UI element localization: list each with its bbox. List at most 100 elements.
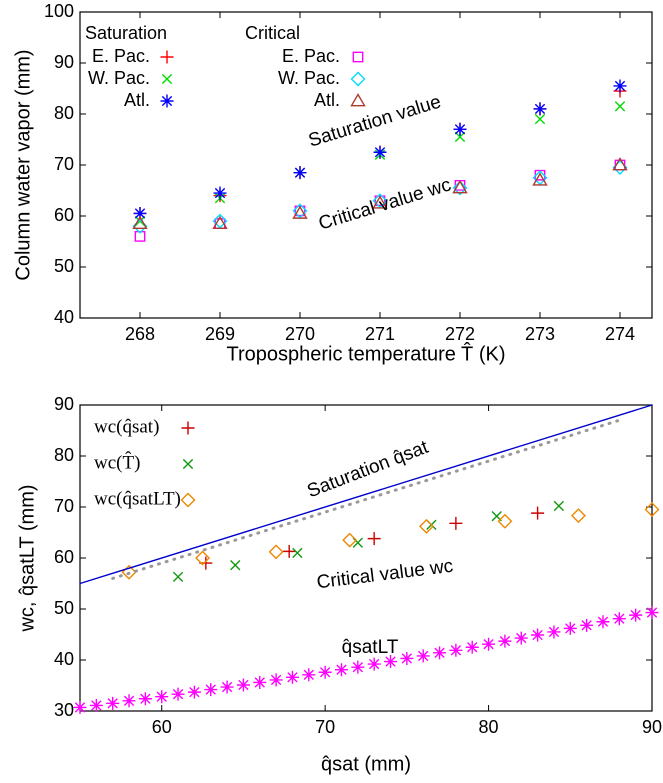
data-point xyxy=(230,559,241,571)
data-point xyxy=(342,532,358,548)
y-tick-label: 40 xyxy=(54,307,74,327)
y-tick-label: 80 xyxy=(54,445,74,465)
data-point xyxy=(453,122,467,136)
data-point xyxy=(132,215,148,230)
data-point xyxy=(547,625,561,639)
legend-marker xyxy=(181,421,195,435)
x-tick-label: 271 xyxy=(365,324,395,344)
legend-marker xyxy=(160,94,174,108)
x-tick-label: 80 xyxy=(479,717,499,737)
data-point xyxy=(372,195,388,209)
data-point xyxy=(106,696,120,710)
legend-marker xyxy=(350,93,366,107)
data-point xyxy=(220,680,234,694)
legend-marker xyxy=(160,50,174,64)
data-point xyxy=(497,513,513,529)
y-tick-label: 80 xyxy=(54,103,74,123)
data-point xyxy=(269,673,283,687)
data-point xyxy=(138,692,152,706)
x-tick-label: 268 xyxy=(125,324,155,344)
data-point xyxy=(171,687,185,701)
x-axis-label: q̂sat (mm) xyxy=(321,753,411,775)
x-tick-label: 273 xyxy=(525,324,555,344)
data-point xyxy=(580,618,594,632)
data-point xyxy=(452,180,468,194)
data-point xyxy=(532,170,548,186)
data-point xyxy=(613,79,627,93)
legend-label: wc(q̂sat) xyxy=(94,416,159,437)
data-point xyxy=(285,670,299,684)
data-point xyxy=(155,690,169,704)
x-tick-label: 274 xyxy=(605,324,635,344)
data-point xyxy=(384,655,398,669)
data-point xyxy=(213,186,227,200)
y-tick-label: 70 xyxy=(54,154,74,174)
data-point xyxy=(531,628,545,642)
data-point xyxy=(292,203,308,219)
series-line xyxy=(79,404,653,585)
data-point xyxy=(416,649,430,663)
data-point xyxy=(570,508,586,524)
data-point xyxy=(172,571,184,583)
legend-marker xyxy=(182,458,194,470)
annotation: Critical value wc xyxy=(316,174,453,234)
data-point xyxy=(334,663,348,677)
legend-label: wc(q̂satLT) xyxy=(94,488,181,509)
data-point xyxy=(268,544,284,560)
data-point xyxy=(400,651,414,665)
data-point xyxy=(253,675,267,689)
data-point xyxy=(292,205,308,219)
x-axis-label: Tropospheric temperature T̂ (K) xyxy=(227,342,506,365)
data-point xyxy=(465,640,479,654)
legend-label: E. Pac. xyxy=(282,46,340,66)
legend-label: W. Pac. xyxy=(88,68,150,88)
data-point xyxy=(134,215,146,227)
data-point xyxy=(292,547,303,559)
data-point xyxy=(644,502,660,518)
data-point xyxy=(563,621,577,635)
legend-label: W. Pac. xyxy=(278,68,340,88)
data-point xyxy=(482,637,496,651)
x-tick-label: 60 xyxy=(152,717,172,737)
y-tick-label: 60 xyxy=(54,205,74,225)
plot-frame xyxy=(79,404,653,712)
y-tick-label: 70 xyxy=(54,496,74,516)
x-tick-label: 70 xyxy=(315,717,335,737)
y-tick-label: 90 xyxy=(54,394,74,414)
y-tick-label: 60 xyxy=(54,547,74,567)
legend-marker xyxy=(352,51,364,63)
y-axis-label: wc, q̂satLT (mm) xyxy=(16,484,38,632)
legend-label: wc(T̂) xyxy=(94,452,140,474)
data-point xyxy=(514,631,528,645)
y-axis-label: Column water vapor (mm) xyxy=(12,49,34,280)
data-point xyxy=(318,665,332,679)
data-point xyxy=(133,206,147,220)
data-point xyxy=(367,657,381,671)
legend-marker xyxy=(350,71,366,87)
data-point xyxy=(612,612,626,626)
x-tick-label: 269 xyxy=(205,324,235,344)
data-point xyxy=(553,500,565,512)
data-point xyxy=(454,131,466,143)
data-point xyxy=(612,157,628,171)
data-point xyxy=(212,213,228,229)
plot-frame xyxy=(79,11,653,319)
data-point xyxy=(433,646,447,660)
data-point xyxy=(629,608,643,622)
y-tick-label: 50 xyxy=(54,598,74,618)
data-point xyxy=(73,700,87,714)
data-point xyxy=(533,102,547,116)
x-tick-label: 270 xyxy=(285,324,315,344)
data-point xyxy=(449,516,463,530)
data-point xyxy=(236,678,250,692)
data-point xyxy=(531,506,545,520)
data-point xyxy=(418,518,434,534)
annotation: Saturation q̂sat xyxy=(304,437,432,503)
data-point xyxy=(89,698,103,712)
y-tick-label: 50 xyxy=(54,256,74,276)
data-point xyxy=(204,683,218,697)
data-point xyxy=(122,694,136,708)
annotation: Critical value wc xyxy=(316,556,455,594)
data-point xyxy=(195,550,211,566)
